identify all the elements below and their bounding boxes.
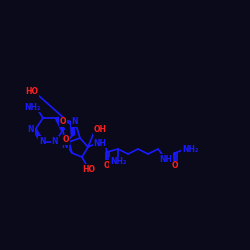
- Text: OH: OH: [94, 126, 106, 134]
- Text: N: N: [62, 140, 68, 149]
- Text: N: N: [52, 136, 58, 145]
- Text: N: N: [39, 136, 45, 145]
- Text: O: O: [63, 136, 69, 144]
- Text: O: O: [60, 118, 66, 126]
- Text: O: O: [104, 160, 110, 170]
- Text: HO: HO: [26, 88, 38, 96]
- Text: NH: NH: [160, 154, 172, 164]
- Text: NH₂: NH₂: [24, 102, 40, 112]
- Text: NH₂: NH₂: [110, 158, 126, 166]
- Text: HO: HO: [82, 164, 96, 173]
- Text: N: N: [72, 118, 78, 126]
- Text: O: O: [172, 162, 178, 170]
- Text: NH: NH: [94, 138, 106, 147]
- Text: N: N: [28, 126, 34, 134]
- Text: NH₂: NH₂: [182, 144, 198, 154]
